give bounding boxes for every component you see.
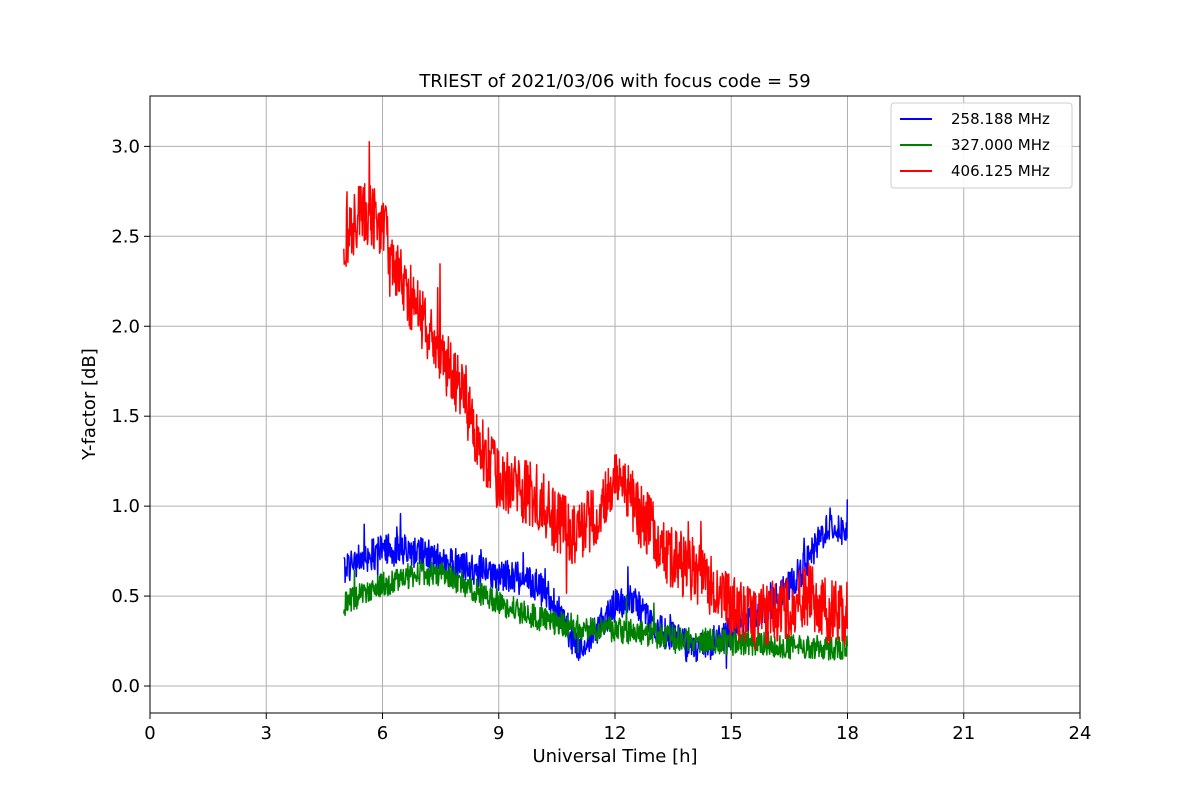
y-tick-label: 2.0 (111, 316, 140, 337)
series-line-3 (343, 140, 849, 650)
x-tick-label: 9 (493, 723, 504, 744)
y-tick-label: 1.5 (111, 406, 140, 427)
plot-area (343, 140, 849, 669)
x-tick-label: 21 (952, 723, 975, 744)
x-tick-label: 15 (720, 723, 743, 744)
x-tick-label: 3 (261, 723, 272, 744)
legend-label: 327.000 MHz (951, 136, 1050, 154)
chart-title: TRIEST of 2021/03/06 with focus code = 5… (418, 71, 810, 92)
x-tick-label: 0 (144, 723, 155, 744)
x-tick-label: 24 (1069, 723, 1092, 744)
x-axis-ticks: 0 3 6 9 12 15 18 21 24 (144, 713, 1091, 744)
y-tick-label: 3.0 (111, 136, 140, 157)
x-tick-label: 6 (377, 723, 388, 744)
y-tick-label: 0.0 (111, 676, 140, 697)
legend: 258.188 MHz 327.000 MHz 406.125 MHz (890, 102, 1073, 189)
x-tick-label: 18 (836, 723, 859, 744)
legend-box (890, 102, 1073, 189)
x-tick-label: 12 (604, 723, 627, 744)
y-tick-label: 0.5 (111, 586, 140, 607)
legend-label: 258.188 MHz (951, 110, 1050, 128)
y-tick-label: 1.0 (111, 496, 140, 517)
y-tick-label: 2.5 (111, 226, 140, 247)
legend-label: 406.125 MHz (951, 162, 1050, 180)
series-line-2 (343, 560, 849, 661)
y-axis-ticks: 0.0 0.5 1.0 1.5 2.0 2.5 3.0 (111, 136, 150, 697)
x-axis-label: Universal Time [h] (532, 746, 697, 767)
y-axis-label: Y-factor [dB] (79, 348, 100, 461)
